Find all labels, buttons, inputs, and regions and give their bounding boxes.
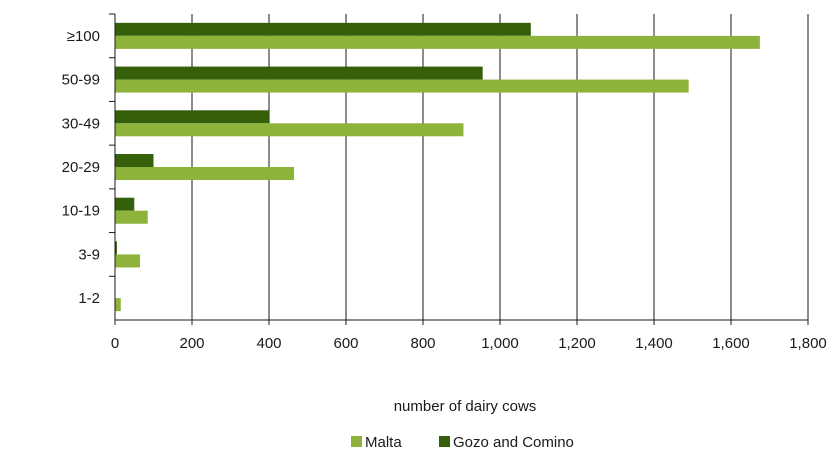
- bar-malta: [115, 254, 141, 268]
- legend-label-malta: Malta: [365, 434, 402, 451]
- x-tick-label: 200: [179, 335, 204, 352]
- x-tick-label: 1,600: [712, 335, 750, 352]
- x-tick-label: 600: [333, 335, 358, 352]
- bar-gozo-and-comino: [115, 110, 269, 124]
- bar-gozo-and-comino: [115, 22, 531, 36]
- bar-malta: [115, 79, 689, 93]
- bar-malta: [115, 167, 295, 180]
- legend: Malta Gozo and Comino: [351, 434, 574, 451]
- bar-gozo-and-comino: [115, 241, 117, 255]
- x-tick-labels: 0 200 400 600 800 1,000 1,200 1,400 1,600 1,800: [111, 335, 827, 352]
- bar-malta: [115, 210, 148, 224]
- axes: [109, 13, 809, 325]
- y-tick-labels: 1-2 3-9 10-19 20-29 30-49 50-99 ≥100: [62, 28, 100, 307]
- legend-swatch-malta: [351, 436, 362, 447]
- legend-swatch-gozo-and-comino: [439, 436, 450, 447]
- legend-label-gozo-and-comino: Gozo and Comino: [453, 434, 574, 451]
- y-tick-label: 3-9: [78, 246, 100, 263]
- bar-gozo-and-comino: [115, 66, 483, 80]
- gridlines: [191, 14, 809, 320]
- bar-malta: [115, 123, 464, 137]
- bar-gozo-and-comino: [115, 154, 154, 167]
- y-tick-label: 30-49: [62, 115, 100, 132]
- y-tick-label: 20-29: [62, 159, 100, 176]
- x-tick-label: 400: [256, 335, 281, 352]
- bar-malta: [115, 298, 121, 312]
- bar-malta: [115, 35, 760, 49]
- x-tick-label: 800: [410, 335, 435, 352]
- x-axis-label: number of dairy cows: [394, 398, 537, 415]
- y-tick-label: 10-19: [62, 203, 100, 220]
- x-tick-label: 1,400: [635, 335, 673, 352]
- x-tick-label: 1,000: [481, 335, 519, 352]
- y-tick-label: 1-2: [78, 290, 100, 307]
- x-tick-label: 1,200: [558, 335, 596, 352]
- y-tick-label: ≥100: [67, 28, 100, 45]
- x-tick-label: 0: [111, 335, 119, 352]
- x-tick-label: 1,800: [789, 335, 827, 352]
- y-tick-label: 50-99: [62, 72, 100, 89]
- bar-gozo-and-comino: [115, 197, 135, 211]
- bars: [115, 22, 760, 312]
